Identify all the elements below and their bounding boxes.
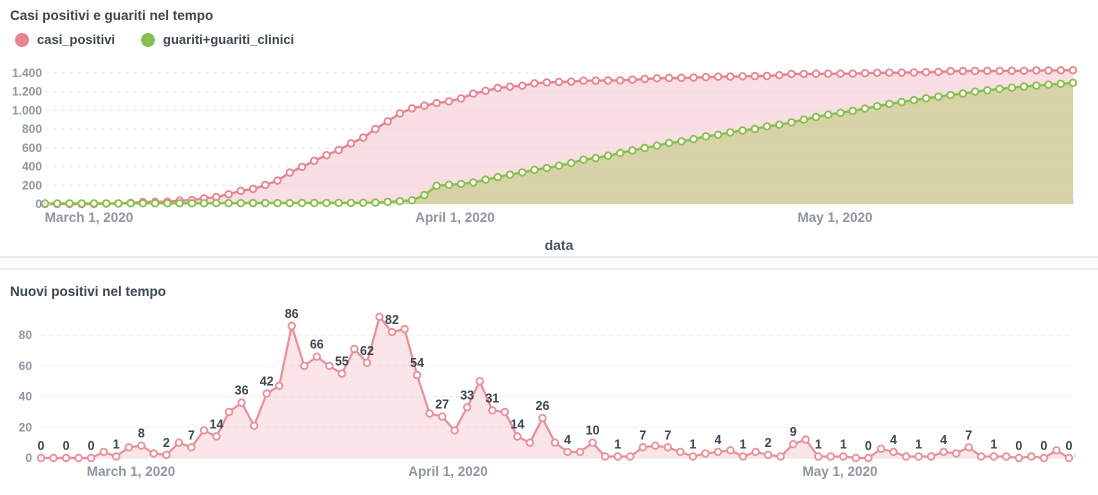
svg-text:March 1, 2020: March 1, 2020: [87, 464, 176, 479]
svg-text:1: 1: [614, 438, 621, 452]
svg-text:800: 800: [22, 122, 42, 136]
svg-text:27: 27: [435, 398, 449, 412]
svg-text:7: 7: [639, 428, 646, 442]
svg-text:1: 1: [113, 438, 120, 452]
svg-text:May 1, 2020: May 1, 2020: [797, 210, 872, 225]
svg-text:4: 4: [890, 433, 897, 447]
top-chart-title: Casi positivi e guariti nel tempo: [10, 8, 214, 23]
guariti-area: [45, 82, 1073, 204]
area-fills: [45, 70, 1073, 204]
svg-text:1: 1: [990, 438, 997, 452]
svg-text:May 1, 2020: May 1, 2020: [802, 464, 877, 479]
svg-text:2: 2: [765, 436, 772, 450]
x-axis-labels: March 1, 2020 April 1, 2020 May 1, 2020: [87, 464, 878, 479]
svg-text:1.000: 1.000: [12, 103, 42, 117]
svg-text:54: 54: [410, 356, 424, 370]
legend-label-guariti: guariti+guariti_clinici: [163, 32, 295, 47]
svg-text:42: 42: [260, 375, 274, 389]
casi-positivi-dot-icon: [15, 32, 29, 47]
svg-text:2: 2: [163, 436, 170, 450]
svg-text:4: 4: [564, 433, 571, 447]
svg-text:0: 0: [865, 439, 872, 453]
svg-text:1: 1: [815, 438, 822, 452]
svg-text:April 1, 2020: April 1, 2020: [408, 464, 488, 479]
panel-divider: [0, 256, 1098, 270]
legend-label-casi-positivi: casi_positivi: [37, 32, 116, 47]
y-axis-labels: 0 20 40 60 80: [19, 328, 33, 465]
svg-text:1.400: 1.400: [12, 66, 42, 80]
nuovi-positivi-area: [41, 316, 1069, 458]
bottom-chart-title: Nuovi positivi nel tempo: [10, 284, 167, 299]
svg-text:1: 1: [689, 438, 696, 452]
guariti-series: [40, 78, 1078, 208]
svg-text:31: 31: [485, 391, 499, 405]
svg-text:1.200: 1.200: [12, 85, 42, 99]
svg-text:66: 66: [310, 338, 324, 352]
x-axis-labels: March 1, 2020 April 1, 2020 May 1, 2020: [45, 210, 873, 225]
svg-text:0: 0: [38, 439, 45, 453]
svg-text:April 1, 2020: April 1, 2020: [415, 210, 495, 225]
svg-text:10: 10: [586, 424, 600, 438]
svg-text:200: 200: [22, 178, 42, 192]
y-axis-labels: 0 200 400 600 800 1.000 1.200 1.400: [12, 66, 42, 211]
svg-text:62: 62: [360, 344, 374, 358]
svg-text:0: 0: [25, 451, 32, 465]
svg-text:0: 0: [35, 197, 42, 211]
legend-item-casi-positivi[interactable]: casi_positivi: [15, 32, 115, 47]
svg-text:80: 80: [19, 328, 33, 342]
svg-text:20: 20: [19, 420, 33, 434]
svg-text:14: 14: [210, 418, 224, 432]
svg-text:1: 1: [740, 438, 747, 452]
legend-item-guariti[interactable]: guariti+guariti_clinici: [141, 32, 294, 47]
svg-text:26: 26: [536, 399, 550, 413]
svg-text:7: 7: [664, 428, 671, 442]
svg-text:400: 400: [22, 160, 42, 174]
svg-text:14: 14: [510, 418, 524, 432]
svg-text:33: 33: [460, 388, 474, 402]
svg-text:March 1, 2020: March 1, 2020: [45, 210, 134, 225]
top-chart-panel: Casi positivi e guariti nel tempo casi_p…: [0, 8, 1098, 256]
svg-text:1: 1: [840, 438, 847, 452]
svg-text:55: 55: [335, 355, 349, 369]
svg-text:36: 36: [235, 384, 249, 398]
svg-text:8: 8: [138, 427, 145, 441]
svg-text:9: 9: [790, 425, 797, 439]
svg-text:0: 0: [1015, 439, 1022, 453]
svg-text:60: 60: [19, 359, 33, 373]
svg-text:40: 40: [19, 390, 33, 404]
svg-text:1: 1: [915, 438, 922, 452]
svg-text:82: 82: [385, 313, 399, 327]
svg-text:4: 4: [715, 433, 722, 447]
svg-text:0: 0: [1040, 439, 1047, 453]
x-axis-title: data: [545, 237, 574, 253]
svg-text:0: 0: [88, 439, 95, 453]
guariti-dot-icon: [141, 32, 156, 47]
svg-text:600: 600: [22, 141, 42, 155]
gridlines: [41, 334, 1069, 428]
legend: casi_positivi guariti+guariti_clinici: [15, 32, 294, 47]
svg-text:4: 4: [940, 433, 947, 447]
cumulative-cases-chart[interactable]: 0 200 400 600 800 1.000 1.200 1.400 March 1, 202…: [0, 52, 1098, 256]
svg-text:0: 0: [63, 439, 70, 453]
svg-text:7: 7: [965, 428, 972, 442]
bottom-chart-panel: Nuovi positivi nel tempo 0 0 0 1 8 2 7 14 36 42 86…: [0, 270, 1098, 495]
nuovi-positivi-series: [36, 312, 1074, 463]
svg-text:0: 0: [1066, 439, 1073, 453]
svg-text:86: 86: [285, 307, 299, 321]
svg-text:7: 7: [188, 428, 195, 442]
